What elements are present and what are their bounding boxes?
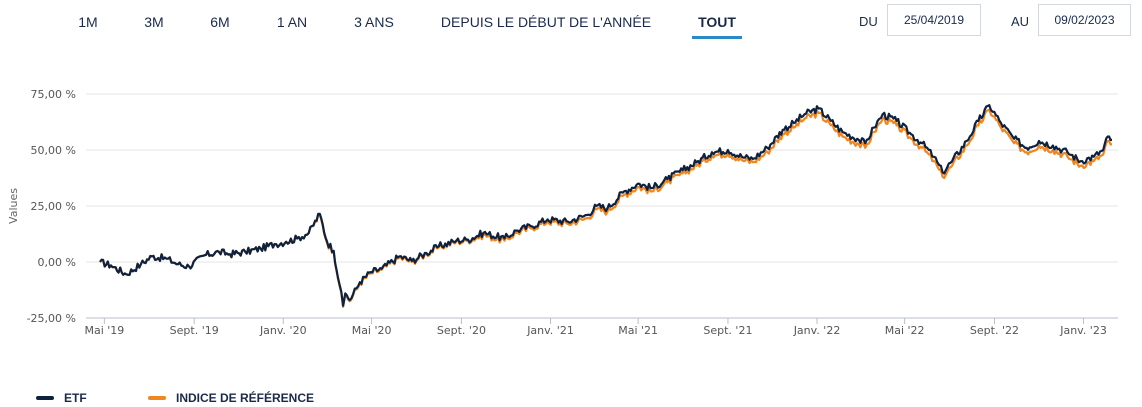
series-line-benchmark[interactable] xyxy=(99,108,1112,308)
x-tick-label: Mai '22 xyxy=(885,324,925,337)
x-tick-label: Sept. '20 xyxy=(437,324,486,337)
legend-swatch-benchmark xyxy=(148,395,166,400)
legend-item-etf[interactable]: ETF xyxy=(36,389,87,407)
x-tick-label: Janv. '20 xyxy=(259,324,307,337)
grid-lines xyxy=(86,93,1118,263)
x-tick-label: Mai '20 xyxy=(352,324,392,337)
legend-label-etf: ETF xyxy=(64,390,87,405)
x-tick-label: Janv. '23 xyxy=(1059,324,1107,337)
date-to-input[interactable] xyxy=(1038,4,1131,36)
x-tick-label: Sept. '22 xyxy=(970,324,1019,337)
x-tick-label: Mai '21 xyxy=(618,324,658,337)
y-tick-label: -25,00 % xyxy=(27,312,76,325)
range-tab-6m[interactable]: 6M xyxy=(210,14,230,30)
y-tick-label: 0,00 % xyxy=(38,256,76,269)
range-tab-1m[interactable]: 1M xyxy=(78,14,98,30)
date-to-label: AU xyxy=(1011,14,1030,29)
y-axis-ticks: -25,00 % 0,00 % 25,00 % 50,00 % 75,00 % xyxy=(27,88,76,325)
x-axis-ticks: Mai '19 Sept. '19 Janv. '20 Mai '20 Sept. '2… xyxy=(84,318,1107,337)
legend-label-benchmark: INDICE DE RÉFÉRENCE xyxy=(176,390,315,405)
range-tab-ytd[interactable]: DEPUIS LE DÉBUT DE L'ANNÉE xyxy=(440,14,652,30)
range-tab-3m[interactable]: 3M xyxy=(144,14,164,30)
legend-swatch-etf xyxy=(36,395,54,400)
range-tab-tout[interactable]: TOUT xyxy=(692,12,742,39)
series-lines xyxy=(99,104,1112,308)
date-from-input[interactable] xyxy=(887,4,981,36)
x-tick-label: Sept. '19 xyxy=(170,324,219,337)
y-tick-label: 50,00 % xyxy=(31,144,76,157)
y-tick-label: 75,00 % xyxy=(31,88,76,101)
performance-chart: -25,00 % 0,00 % 25,00 % 50,00 % 75,00 % Mai … xyxy=(7,88,1118,337)
y-axis-label: Values xyxy=(7,188,20,224)
legend-item-benchmark[interactable]: INDICE DE RÉFÉRENCE xyxy=(148,389,314,407)
x-tick-label: Mai '19 xyxy=(84,324,124,337)
date-from-label: DU xyxy=(859,14,878,29)
x-tick-label: Sept. '21 xyxy=(703,324,752,337)
x-tick-label: Janv. '21 xyxy=(526,324,574,337)
series-line-etf[interactable] xyxy=(99,104,1112,307)
x-tick-label: Janv. '22 xyxy=(793,324,841,337)
range-tab-1-an[interactable]: 1 AN xyxy=(276,14,308,30)
y-tick-label: 25,00 % xyxy=(31,200,76,213)
range-tab-3-ans[interactable]: 3 ANS xyxy=(354,14,394,30)
